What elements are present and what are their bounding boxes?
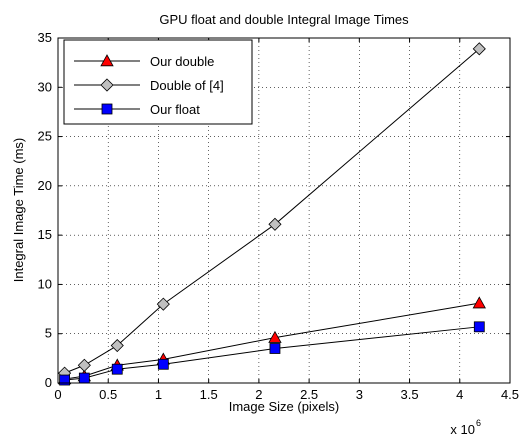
axis-ticks <box>57 37 511 384</box>
our-float-point <box>59 374 70 386</box>
x-tick-label: 3.5 <box>401 387 419 402</box>
y-tick-label: 5 <box>45 326 52 341</box>
double-of-4-point <box>110 338 124 353</box>
x-tick-label: 0 <box>54 387 61 402</box>
legend-label-double-of-4: Double of [4] <box>150 78 224 93</box>
x-tick-label: 2 <box>255 387 262 402</box>
double-of-4-point <box>77 358 91 372</box>
double-of-4-point <box>156 297 170 311</box>
legend: Our double Double of [4] Our float <box>63 39 253 125</box>
x-multiplier-exponent: 6 <box>476 418 481 428</box>
x-tick-label: 0.5 <box>99 387 117 402</box>
y-tick-label: 35 <box>38 30 52 45</box>
y-tick-label: 10 <box>38 276 52 291</box>
x-tick-label: 4.5 <box>501 387 519 402</box>
x-tick-label: 1.5 <box>200 387 218 402</box>
legend-marker-double-of-4 <box>100 78 114 92</box>
series-markers <box>57 42 486 386</box>
chart-title: GPU float and double Integral Image Time… <box>159 12 409 27</box>
y-tick-label: 15 <box>38 227 52 242</box>
y-tick-label: 25 <box>38 129 52 144</box>
legend-box <box>63 39 253 125</box>
y-tick-label: 20 <box>38 178 52 193</box>
y-axis-label: Integral Image Time (ms) <box>11 138 26 283</box>
our-float-point <box>473 321 485 333</box>
x-tick-label: 3 <box>356 387 363 402</box>
our-float-point <box>269 343 281 354</box>
plot-frame <box>57 37 511 384</box>
legend-label-our-double: Our double <box>150 54 214 69</box>
x-tick-label: 1 <box>155 387 162 402</box>
y-tick-label: 30 <box>38 79 52 94</box>
y-tick-label: 0 <box>45 375 52 390</box>
x-tick-label: 2.5 <box>300 387 318 402</box>
our-double-point <box>268 330 282 343</box>
our-float-point <box>78 372 90 384</box>
our-double-point <box>472 296 486 309</box>
x-axis-label: Image Size (pixels) <box>229 399 340 414</box>
x-tick-label: 4 <box>456 387 463 402</box>
tick-labels: 0 0.5 1 1.5 2 2.5 3 3.5 4 4.5 0 5 10 15 20 25 30 35 <box>38 30 520 402</box>
our-float-point <box>157 358 169 370</box>
double-of-4-point <box>268 217 282 231</box>
double-of-4-point <box>472 42 486 56</box>
our-float-point <box>111 363 123 375</box>
grid <box>58 38 510 383</box>
legend-label-our-float: Our float <box>150 102 200 117</box>
legend-marker-our-float <box>101 103 113 115</box>
x-multiplier-label: x 10 <box>450 422 475 437</box>
legend-marker-our-double <box>100 54 114 67</box>
